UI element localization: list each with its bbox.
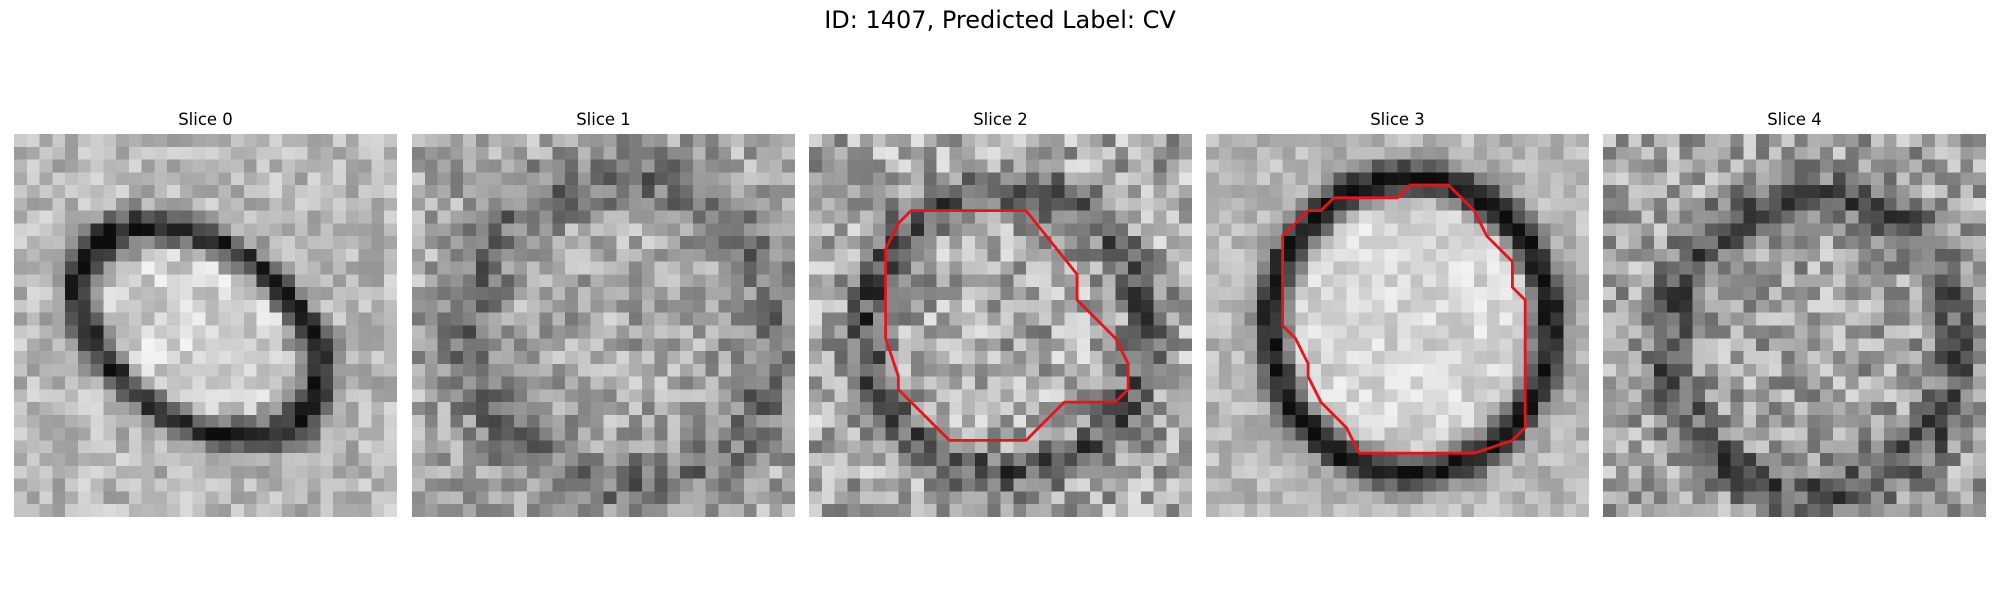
segmentation-contour-3 bbox=[1281, 183, 1527, 455]
slice-image-0 bbox=[14, 134, 397, 517]
slice-title-1: Slice 1 bbox=[576, 110, 631, 129]
slice-panel-4: Slice 4 bbox=[1603, 108, 1986, 517]
slice-title-0: Slice 0 bbox=[178, 110, 233, 129]
slice-title-4: Slice 4 bbox=[1767, 110, 1822, 129]
figure-title: ID: 1407, Predicted Label: CV bbox=[824, 6, 1176, 34]
slice-image-4 bbox=[1603, 134, 1986, 517]
slice-image-3 bbox=[1206, 134, 1589, 517]
slice-panel-0: Slice 0 bbox=[14, 108, 397, 517]
slice-title-2: Slice 2 bbox=[973, 110, 1028, 129]
slice-title-3: Slice 3 bbox=[1370, 110, 1425, 129]
slice-panel-2: Slice 2 bbox=[809, 108, 1192, 517]
slice-panel-3: Slice 3 bbox=[1206, 108, 1589, 517]
slice-image-1 bbox=[412, 134, 795, 517]
segmentation-contour-2 bbox=[884, 209, 1130, 442]
slice-image-2 bbox=[809, 134, 1192, 517]
slice-panel-1: Slice 1 bbox=[412, 108, 795, 517]
